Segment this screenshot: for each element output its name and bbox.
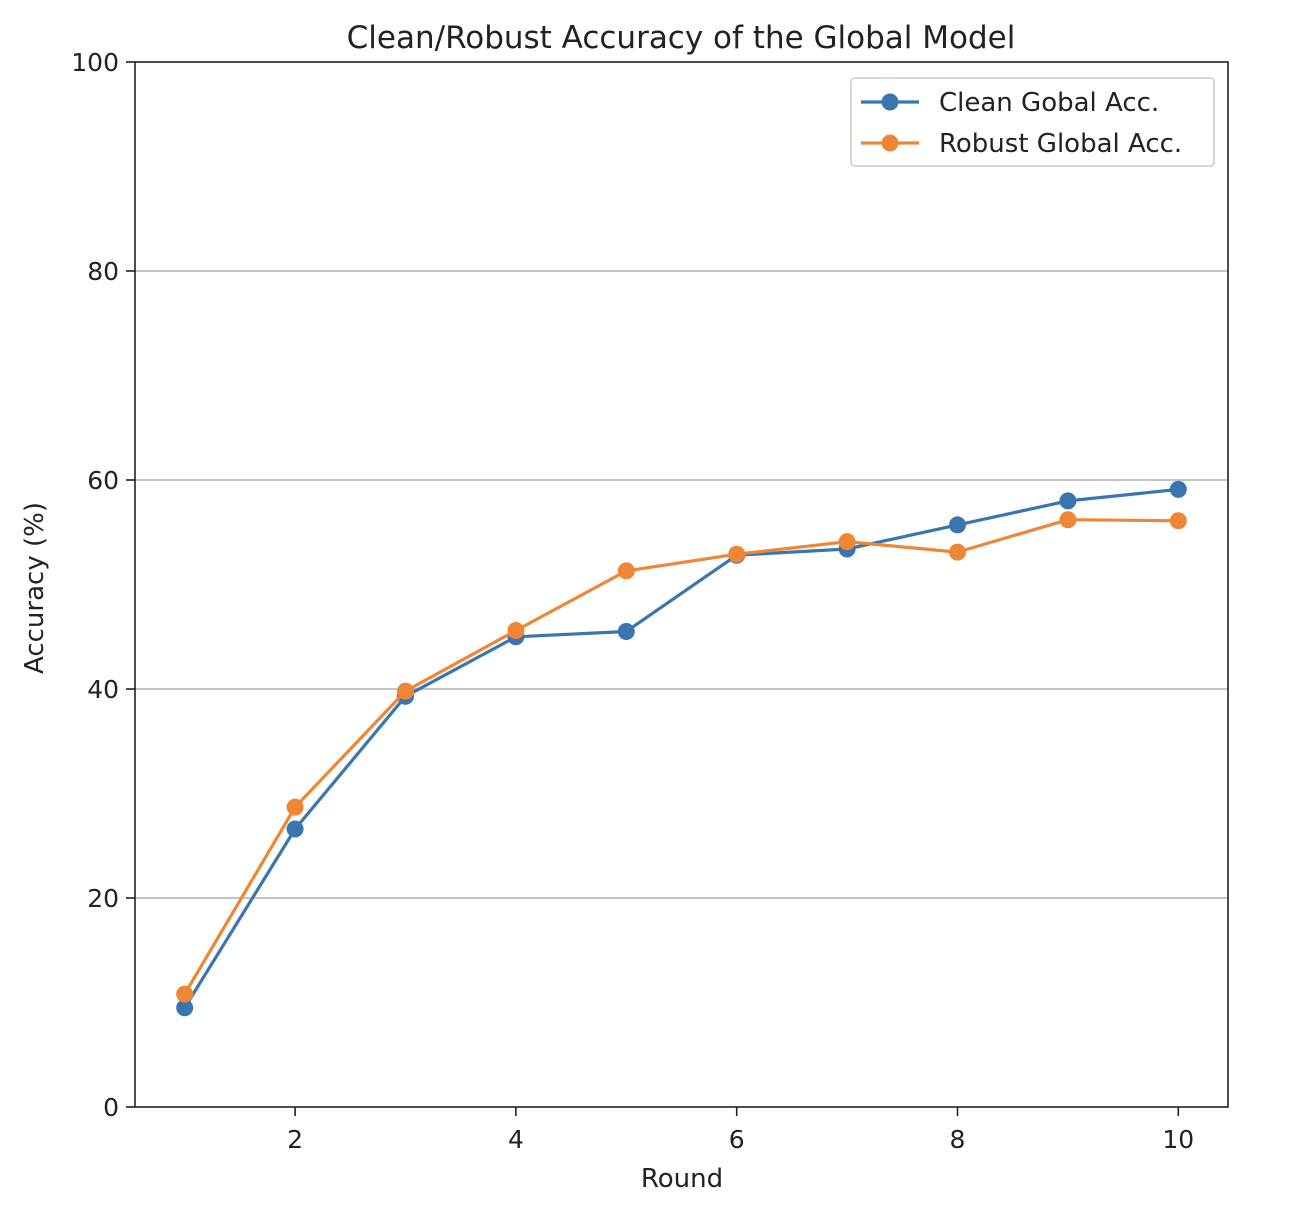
x-axis-ticks: 2 4 6 8 10 (287, 1107, 1194, 1154)
data-point (617, 562, 635, 580)
legend-label: Clean Gobal Acc. (939, 88, 1159, 118)
data-point (1169, 480, 1187, 498)
y-tick-label: 100 (71, 48, 119, 77)
legend: Clean Gobal Acc. Robust Global Acc. (850, 77, 1215, 167)
x-tick-label: 6 (729, 1125, 745, 1154)
legend-box (850, 77, 1215, 167)
data-point (838, 533, 856, 551)
gridlines (135, 270, 1228, 899)
legend-label: Robust Global Acc. (939, 129, 1182, 159)
chart-title: Clean/Robust Accuracy of the Global Mode… (347, 20, 1016, 56)
x-axis-label: Round (641, 1164, 723, 1194)
data-point (617, 623, 635, 641)
plot-frame (134, 61, 1229, 1108)
series-2 (176, 511, 1187, 1003)
series-line (183, 518, 1179, 995)
data-point (949, 543, 967, 561)
series-layer (176, 480, 1187, 1017)
x-tick-label: 2 (287, 1125, 303, 1154)
data-point (286, 798, 304, 816)
y-tick-label: 0 (103, 1093, 119, 1122)
data-point (949, 516, 967, 534)
y-tick-label: 40 (87, 675, 119, 704)
data-point (1169, 512, 1187, 530)
data-point (286, 820, 304, 838)
y-axis-ticks: 0 20 40 60 80 100 (71, 48, 135, 1122)
legend-marker (881, 93, 899, 111)
y-axis-label: Accuracy (%) (20, 502, 50, 674)
x-tick-label: 4 (508, 1125, 524, 1154)
data-point (396, 682, 414, 700)
legend-marker (881, 134, 899, 152)
data-point (1059, 492, 1077, 510)
data-point (507, 621, 525, 639)
x-tick-label: 10 (1162, 1125, 1194, 1154)
data-point (728, 545, 746, 563)
y-tick-label: 60 (87, 466, 119, 495)
series-line (183, 487, 1179, 1009)
data-point (176, 985, 194, 1003)
y-tick-label: 20 (87, 884, 119, 913)
y-tick-label: 80 (87, 257, 119, 286)
data-point (1059, 511, 1077, 529)
data-point (176, 999, 194, 1017)
x-tick-label: 8 (950, 1125, 966, 1154)
